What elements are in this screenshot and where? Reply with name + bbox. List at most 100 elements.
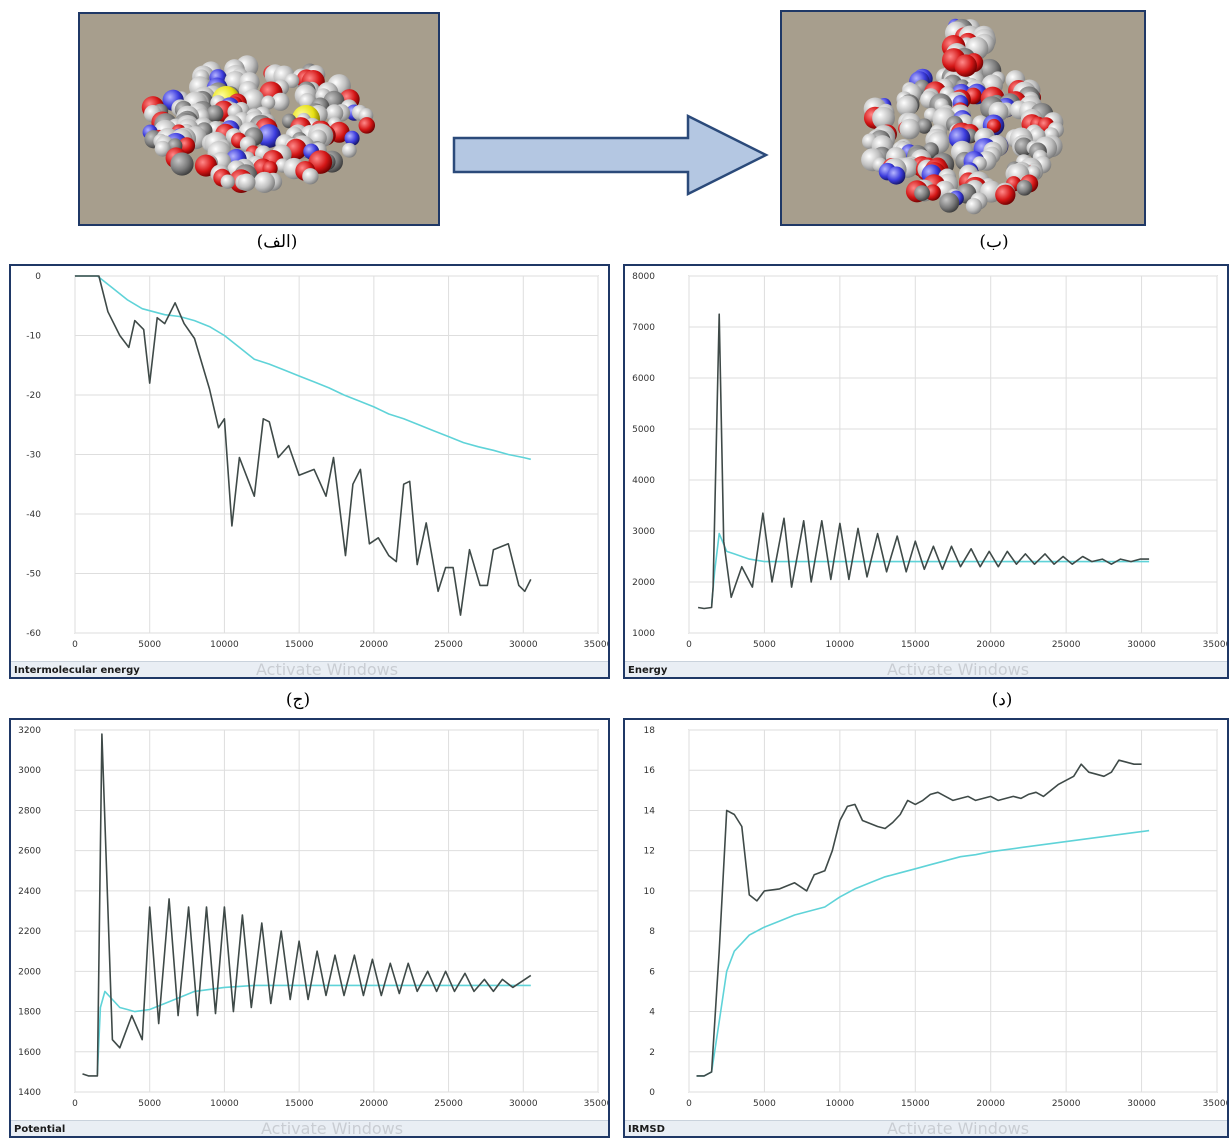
atom-sphere xyxy=(896,95,918,117)
x-tick-label: 30000 xyxy=(1127,1099,1156,1109)
y-tick-label: 18 xyxy=(644,726,656,736)
y-tick-label: 7000 xyxy=(632,323,655,333)
chart-footer xyxy=(625,661,1227,677)
y-tick-label: 2 xyxy=(649,1048,655,1058)
atom-sphere xyxy=(253,171,276,193)
x-tick-label: 30000 xyxy=(1127,640,1156,650)
x-tick-label: 15000 xyxy=(285,1099,314,1109)
plot-area xyxy=(688,729,1218,1093)
x-tick-label: 15000 xyxy=(901,640,930,650)
plot-area xyxy=(688,275,1218,634)
y-tick-label: 3200 xyxy=(18,726,41,736)
atom-sphere xyxy=(261,95,276,110)
y-tick-label: -50 xyxy=(26,570,41,580)
y-tick-label: 1000 xyxy=(632,629,655,639)
series-line-dark xyxy=(696,759,1142,1077)
y-tick-label: 6000 xyxy=(632,374,655,384)
caption-b: (ب) xyxy=(979,232,1009,252)
atom-sphere xyxy=(954,54,977,77)
atom-sphere xyxy=(887,166,906,185)
caption-d: (د) xyxy=(991,690,1013,710)
atom-sphere xyxy=(916,118,933,134)
atom-sphere xyxy=(284,73,300,89)
x-tick-label: 25000 xyxy=(434,640,463,650)
watermark-text: Activate Windows xyxy=(261,1119,404,1138)
x-tick-label: 5000 xyxy=(138,640,161,650)
y-tick-label: 6 xyxy=(649,967,655,977)
watermark-text: Activate Windows xyxy=(887,660,1030,679)
molecule-image-b xyxy=(780,10,1146,226)
atom-sphere xyxy=(872,106,895,130)
atom-sphere xyxy=(220,174,235,189)
atom-sphere xyxy=(206,105,224,123)
watermark-text: Activate Windows xyxy=(887,1119,1030,1138)
chart-footer xyxy=(625,1120,1227,1136)
atom-sphere xyxy=(1016,179,1033,196)
y-tick-label: 8 xyxy=(649,927,655,937)
x-tick-label: 0 xyxy=(72,1099,78,1109)
x-tick-label: 20000 xyxy=(360,640,389,650)
y-tick-label: 2000 xyxy=(18,967,41,977)
chart-footer xyxy=(11,1120,608,1136)
x-tick-label: 20000 xyxy=(360,1099,389,1109)
y-tick-label: 0 xyxy=(649,1088,655,1098)
atom-sphere xyxy=(170,152,194,176)
y-tick-label: 8000 xyxy=(632,272,655,282)
y-tick-label: 1800 xyxy=(18,1008,41,1018)
chart-footer xyxy=(11,661,608,677)
y-tick-label: -20 xyxy=(26,391,41,401)
atom-sphere xyxy=(325,104,344,123)
chart-footer-label: IRMSD xyxy=(628,1124,665,1135)
atom-sphere xyxy=(914,185,930,201)
x-tick-label: 20000 xyxy=(976,1099,1005,1109)
y-tick-label: 12 xyxy=(644,847,655,857)
chart-footer-label: Intermolecular energy xyxy=(14,665,140,676)
series-line-light xyxy=(96,984,531,1074)
series-line-dark xyxy=(75,275,532,616)
atom-sphere xyxy=(358,117,376,134)
x-tick-label: 25000 xyxy=(434,1099,463,1109)
x-tick-label: 0 xyxy=(72,640,78,650)
plot-area xyxy=(74,729,599,1093)
molecule-image-a xyxy=(78,12,440,226)
caption-a: (الف) xyxy=(256,232,298,252)
atom-sphere xyxy=(342,142,357,158)
x-tick-label: 0 xyxy=(686,640,692,650)
atom-sphere xyxy=(939,192,960,213)
x-tick-label: 5000 xyxy=(753,640,776,650)
chart-footer-label: Energy xyxy=(628,665,668,676)
molecule-render-b xyxy=(861,18,1064,215)
series-line-dark xyxy=(82,733,532,1077)
y-tick-label: 2600 xyxy=(18,847,41,857)
y-tick-label: 2400 xyxy=(18,887,41,897)
atom-sphere xyxy=(965,197,983,215)
x-tick-label: 5000 xyxy=(753,1099,776,1109)
x-tick-label: 10000 xyxy=(826,640,855,650)
atom-sphere xyxy=(344,130,360,146)
x-tick-label: 20000 xyxy=(976,640,1005,650)
y-tick-label: 2800 xyxy=(18,806,41,816)
atom-sphere xyxy=(302,168,319,185)
caption-c: (ج) xyxy=(285,690,311,710)
x-tick-label: 10000 xyxy=(210,1099,239,1109)
series-line-dark xyxy=(697,313,1150,610)
y-tick-label: 10 xyxy=(644,887,656,897)
atom-sphere xyxy=(237,173,256,192)
y-tick-label: 5000 xyxy=(632,425,655,435)
y-tick-label: 4 xyxy=(649,1008,655,1018)
y-tick-label: 2000 xyxy=(632,578,655,588)
y-tick-label: 0 xyxy=(35,272,41,282)
series-line-light xyxy=(75,275,531,461)
y-tick-label: 3000 xyxy=(18,766,41,776)
y-tick-label: -60 xyxy=(26,629,41,639)
x-tick-label: 30000 xyxy=(509,640,538,650)
x-tick-label: 5000 xyxy=(138,1099,161,1109)
